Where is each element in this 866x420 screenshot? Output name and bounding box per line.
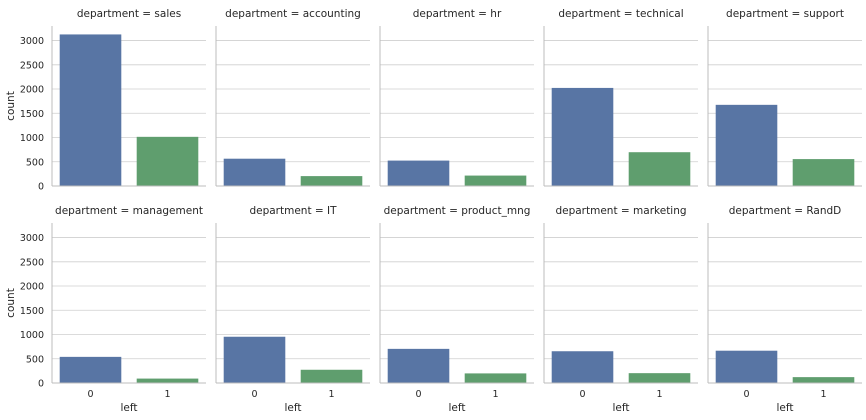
facet-title: department = sales: [77, 8, 181, 20]
bar-marketing-left-0: [551, 351, 614, 383]
facet-title: department = RandD: [729, 205, 842, 217]
facet-title: department = IT: [249, 205, 337, 217]
x-tick-label: 0: [415, 389, 421, 400]
x-tick-label: 0: [579, 389, 585, 400]
x-axis-label: left: [284, 402, 301, 414]
bar-accounting-left-0: [223, 158, 286, 186]
y-tick-label: 1500: [20, 109, 44, 120]
bar-technical-left-1: [628, 152, 691, 186]
x-tick-label: 1: [328, 389, 334, 400]
x-tick-label: 1: [492, 389, 498, 400]
bar-IT-left-0: [223, 336, 286, 383]
facet-title: department = hr: [413, 8, 502, 20]
y-tick-label: 500: [26, 354, 44, 365]
y-tick-label: 2000: [20, 85, 44, 96]
bar-marketing-left-1: [628, 373, 691, 383]
bar-sales-left-0: [59, 34, 122, 186]
y-tick-label: 2500: [20, 60, 44, 71]
x-tick-label: 1: [820, 389, 826, 400]
bar-accounting-left-1: [300, 176, 363, 186]
facet-title: department = product_mng: [384, 205, 531, 217]
x-axis-label: left: [612, 402, 629, 414]
facet-title: department = management: [55, 205, 203, 217]
x-axis-label: left: [776, 402, 793, 414]
x-tick-label: 1: [164, 389, 170, 400]
bar-RandD-left-0: [715, 350, 778, 383]
bar-sales-left-1: [136, 136, 199, 186]
facet-title: department = support: [726, 8, 844, 20]
facet-title: department = marketing: [555, 205, 686, 217]
y-tick-label: 3000: [20, 233, 44, 244]
facet-title: department = technical: [558, 8, 683, 20]
y-tick-label: 1000: [20, 133, 44, 144]
bar-support-left-1: [792, 159, 855, 186]
bar-support-left-0: [715, 104, 778, 186]
bar-RandD-left-1: [792, 377, 855, 383]
y-axis-label: count: [5, 288, 17, 318]
y-tick-label: 2500: [20, 257, 44, 268]
x-tick-label: 0: [743, 389, 749, 400]
y-axis-label: count: [5, 91, 17, 121]
x-tick-label: 0: [251, 389, 257, 400]
bar-technical-left-0: [551, 87, 614, 186]
x-tick-label: 1: [656, 389, 662, 400]
bar-hr-left-1: [464, 175, 527, 186]
facet-title: department = accounting: [225, 8, 361, 20]
y-tick-label: 0: [38, 379, 44, 390]
bar-product_mng-left-0: [387, 348, 450, 383]
bar-IT-left-1: [300, 369, 363, 383]
x-axis-label: left: [448, 402, 465, 414]
y-tick-label: 0: [38, 182, 44, 193]
y-tick-label: 3000: [20, 36, 44, 47]
y-tick-label: 500: [26, 157, 44, 168]
x-tick-label: 0: [87, 389, 93, 400]
bar-management-left-0: [59, 356, 122, 383]
bar-hr-left-0: [387, 160, 450, 186]
x-axis-label: left: [120, 402, 137, 414]
y-tick-label: 2000: [20, 282, 44, 293]
y-tick-label: 1500: [20, 306, 44, 317]
y-tick-label: 1000: [20, 330, 44, 341]
bar-product_mng-left-1: [464, 373, 527, 383]
bar-management-left-1: [136, 378, 199, 383]
